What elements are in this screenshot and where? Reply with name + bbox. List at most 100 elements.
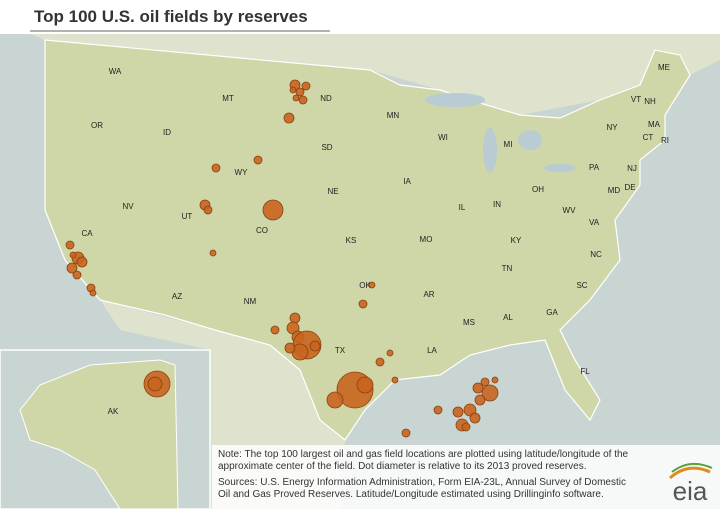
state-label: ID xyxy=(163,128,171,137)
oil-field-dot xyxy=(472,382,484,394)
state-label: WI xyxy=(438,133,448,142)
state-label: GA xyxy=(546,308,558,317)
oil-field-dot xyxy=(283,112,295,124)
state-label: PA xyxy=(589,163,600,172)
state-label: OH xyxy=(532,185,544,194)
lake-erie xyxy=(544,164,576,172)
state-label: CO xyxy=(256,226,268,235)
state-label: NE xyxy=(327,187,338,196)
oil-field-dot xyxy=(65,240,75,250)
state-label: CA xyxy=(81,229,93,238)
state-label: MO xyxy=(420,235,433,244)
oil-field-dot xyxy=(461,422,471,432)
state-label: SD xyxy=(321,143,332,152)
lake-superior xyxy=(425,93,485,107)
sources-line: Oil and Gas Proved Reserves. Latitude/Lo… xyxy=(218,489,604,500)
state-label: NC xyxy=(590,250,602,259)
oil-field-dot xyxy=(147,376,163,392)
oil-field-dot xyxy=(452,406,464,418)
state-label: IA xyxy=(403,177,411,186)
oil-field-dot xyxy=(66,262,78,274)
oil-field-dot xyxy=(284,342,296,354)
state-label: AR xyxy=(423,290,434,299)
state-label: IN xyxy=(493,200,501,209)
state-label: SC xyxy=(576,281,587,290)
oil-field-dot xyxy=(480,377,490,387)
state-label: TX xyxy=(335,346,346,355)
state-label: IL xyxy=(459,203,466,212)
state-labels: WA OR ID MT ND MN WI MI SD WY NE IA IL IN OH PA NY VT NH ME… xyxy=(81,63,670,416)
note-line: Note: The top 100 largest oil and gas fi… xyxy=(218,449,629,460)
lake-michigan xyxy=(483,128,497,172)
state-label: MN xyxy=(387,111,400,120)
logo-arc xyxy=(669,466,711,480)
state-label: RI xyxy=(661,136,669,145)
state-label: ND xyxy=(320,94,332,103)
oil-field-dot xyxy=(262,199,284,221)
state-label: CT xyxy=(643,133,654,142)
state-label: NV xyxy=(122,202,134,211)
state-label: MI xyxy=(504,140,513,149)
state-label: NM xyxy=(244,297,257,306)
state-label: AZ xyxy=(172,292,182,301)
oil-field-dot xyxy=(368,281,376,289)
state-label: AL xyxy=(503,313,513,322)
oil-field-dot xyxy=(401,428,411,438)
state-label: AK xyxy=(108,407,119,416)
oil-field-dot xyxy=(270,325,280,335)
oil-field-dot xyxy=(491,376,499,384)
oil-field-dot xyxy=(209,249,217,257)
state-label: WY xyxy=(235,168,249,177)
oil-field-dot xyxy=(253,155,263,165)
state-label: NY xyxy=(606,123,618,132)
oil-field-dot xyxy=(211,163,221,173)
oil-field-dot xyxy=(76,256,88,268)
state-label: MD xyxy=(608,186,621,195)
oil-field-dot xyxy=(356,376,374,394)
oil-field-dot xyxy=(391,376,399,384)
canada xyxy=(30,34,720,160)
state-label: MS xyxy=(463,318,475,327)
sources-line: Sources: U.S. Energy Information Adminis… xyxy=(218,477,626,488)
note-box xyxy=(212,445,720,509)
oil-field-dot xyxy=(289,86,297,94)
oil-field-dot xyxy=(295,87,305,97)
note-line: approximate center of the field. Dot dia… xyxy=(218,461,587,472)
oil-field-dot xyxy=(301,81,311,91)
state-label: MA xyxy=(648,120,661,129)
page-title: Top 100 U.S. oil fields by reserves xyxy=(34,7,308,26)
oil-field-dot xyxy=(469,412,481,424)
state-label: ME xyxy=(658,63,670,72)
oil-field-dot xyxy=(72,270,82,280)
state-label: UT xyxy=(182,212,193,221)
state-label: TN xyxy=(502,264,513,273)
state-label: WA xyxy=(109,67,122,76)
state-label: FL xyxy=(580,367,590,376)
oil-field-dot xyxy=(358,299,368,309)
state-label: VT xyxy=(631,95,641,104)
oil-field-dot xyxy=(89,289,97,297)
oil-field-dot xyxy=(386,349,394,357)
state-label: DE xyxy=(624,183,635,192)
oil-field-dot xyxy=(474,394,486,406)
state-label: MT xyxy=(222,94,234,103)
state-label: LA xyxy=(427,346,437,355)
state-label: NH xyxy=(644,97,656,106)
map xyxy=(0,34,720,509)
oil-field-dot xyxy=(69,251,77,259)
oil-field-dot xyxy=(289,312,301,324)
state-label: KS xyxy=(346,236,357,245)
alaska xyxy=(19,359,179,509)
lake-huron xyxy=(518,130,542,150)
oil-field-dot xyxy=(326,391,344,409)
oil-field-dot xyxy=(292,94,300,102)
state-label: NJ xyxy=(627,164,637,173)
state-label: VA xyxy=(589,218,600,227)
state-label: OK xyxy=(359,281,371,290)
state-label: KY xyxy=(511,236,522,245)
oil-fields xyxy=(65,79,499,438)
oil-field-dot xyxy=(433,405,443,415)
eia-logo: eia xyxy=(673,476,708,506)
state-label: WV xyxy=(563,206,577,215)
